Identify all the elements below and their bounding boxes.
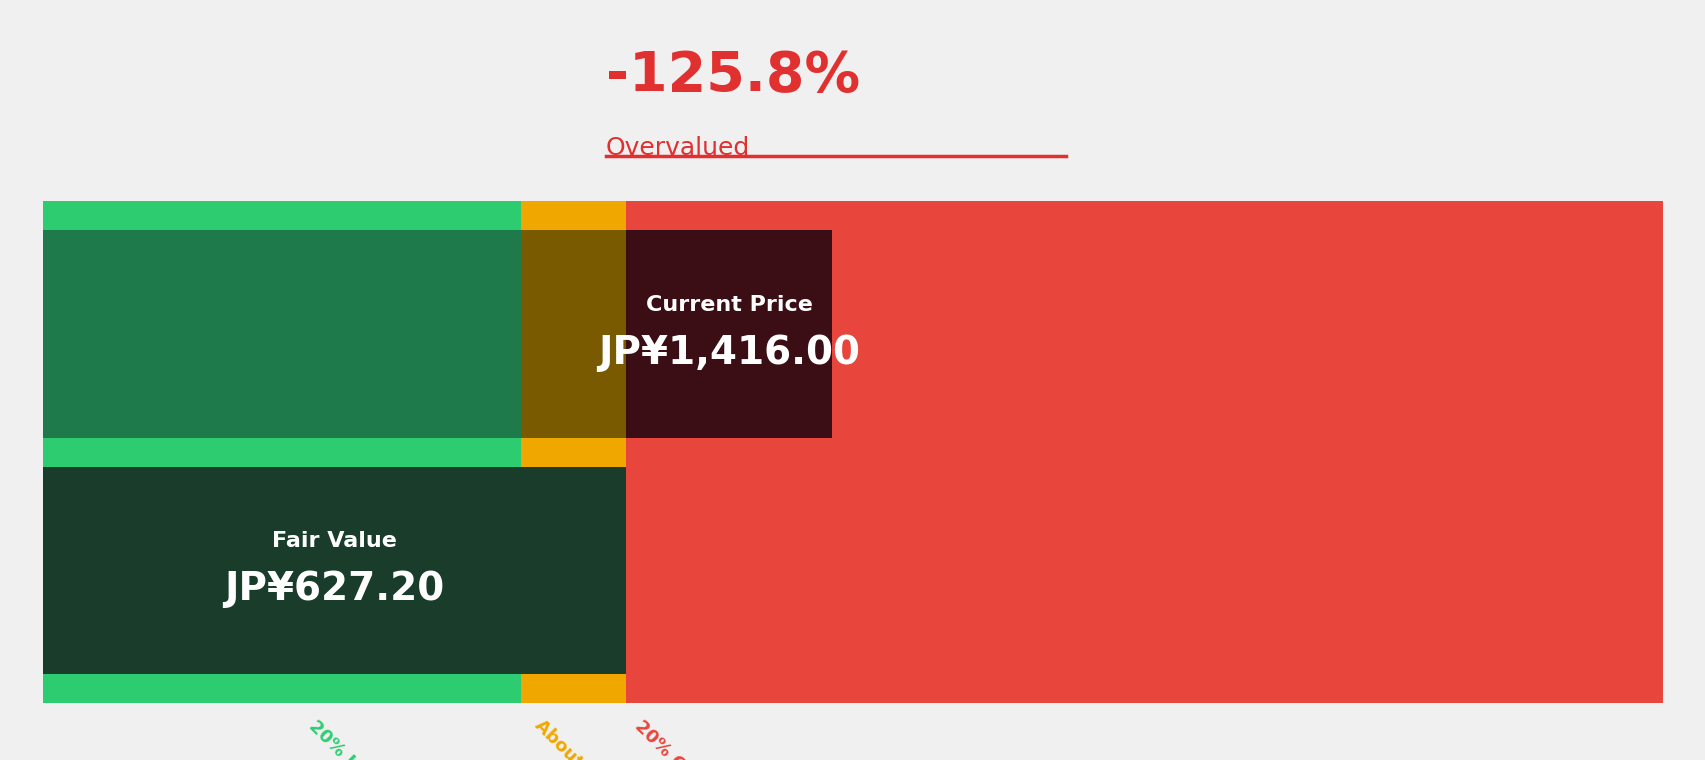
- Bar: [43, 230, 520, 438]
- Text: Current Price: Current Price: [644, 295, 812, 315]
- Bar: [43, 674, 520, 703]
- Text: 20% Undervalued: 20% Undervalued: [305, 717, 443, 760]
- Bar: [626, 230, 1662, 438]
- Bar: [43, 467, 520, 674]
- Bar: [626, 230, 832, 438]
- Bar: [520, 230, 626, 438]
- Bar: [626, 201, 1662, 230]
- Text: 20% Overvalued: 20% Overvalued: [631, 717, 760, 760]
- Text: JP¥627.20: JP¥627.20: [223, 570, 445, 608]
- Bar: [626, 438, 1662, 467]
- Bar: [520, 438, 626, 467]
- Bar: [626, 467, 1662, 674]
- Text: JP¥1,416.00: JP¥1,416.00: [598, 334, 859, 372]
- Bar: [43, 201, 520, 230]
- Bar: [520, 674, 626, 703]
- Bar: [43, 467, 626, 674]
- Bar: [520, 201, 626, 230]
- Bar: [43, 438, 520, 467]
- Text: About Right: About Right: [530, 717, 629, 760]
- Text: Fair Value: Fair Value: [271, 531, 397, 552]
- Bar: [626, 674, 1662, 703]
- Text: -125.8%: -125.8%: [605, 49, 859, 103]
- Bar: [520, 467, 626, 674]
- Text: Overvalued: Overvalued: [605, 136, 750, 160]
